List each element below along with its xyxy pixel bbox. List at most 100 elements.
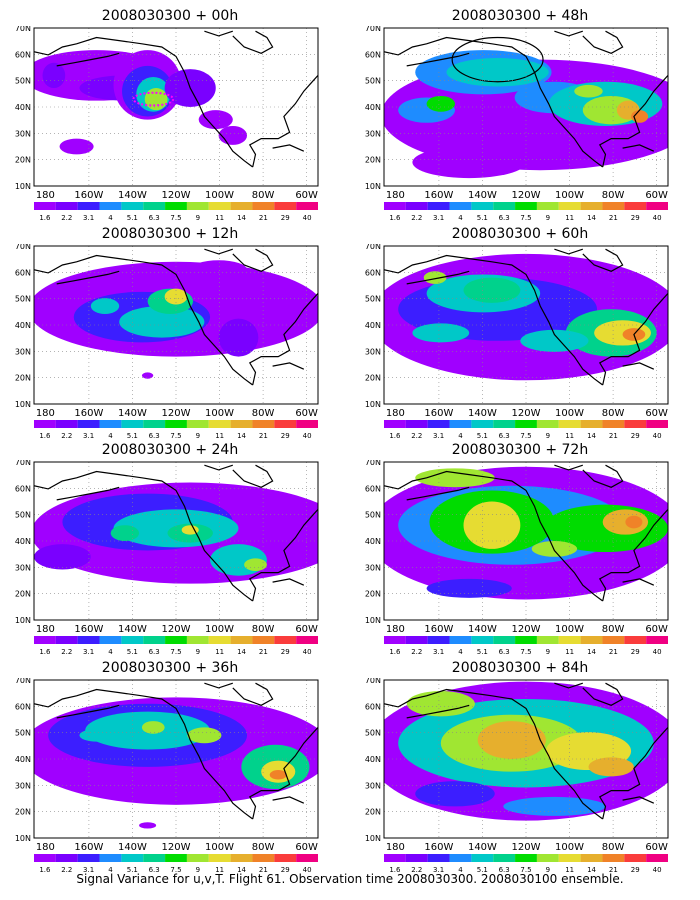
colorbar-label: 7.5 [170, 866, 181, 874]
colorbar-swatch [646, 202, 668, 210]
variance-contour [198, 110, 233, 130]
colorbar-swatch [427, 636, 450, 644]
colorbar-swatch [449, 202, 472, 210]
lon-tick-label: 160W [424, 190, 453, 201]
signal-variance-field [384, 680, 668, 838]
coastline [248, 292, 318, 386]
coastline [56, 52, 120, 67]
map-panel-00h: 70N 60N 50N 40N 30N 20N 10N 180 160W 140W 120W 100W… [15, 26, 319, 222]
lat-tick-label: 50N [365, 77, 381, 86]
coastline [232, 30, 274, 54]
colorbar-label: 9 [546, 214, 550, 222]
colorbar-label: 40 [653, 214, 662, 222]
lon-tick-label: 60W [295, 842, 318, 853]
colorbar-swatch [296, 854, 318, 862]
variance-contour [415, 781, 495, 807]
coastline [272, 144, 305, 152]
colorbar-swatch [515, 636, 537, 644]
lon-tick-label: 160W [424, 408, 453, 419]
coastline [554, 248, 583, 255]
lon-tick-label: 140W [118, 190, 147, 201]
coastline [232, 682, 274, 706]
map-panel-12h: 70N 60N 50N 40N 30N 20N 10N 180 160W 140W 120W 100W… [15, 244, 319, 440]
colorbar-swatch [252, 636, 275, 644]
variance-contour [531, 541, 578, 557]
colorbar-label: 29 [631, 214, 640, 222]
variance-contour [463, 277, 521, 303]
lat-tick-label: 30N [365, 347, 381, 356]
panel-title-48h: 2008030300 + 48h [451, 8, 589, 24]
colorbar-swatch [165, 202, 187, 210]
colorbar-label: 29 [281, 214, 290, 222]
colorbar-label: 2.2 [411, 866, 422, 874]
lat-tick-label: 60N [15, 484, 31, 493]
colorbar-swatch [208, 854, 231, 862]
colorbar-label: 7.5 [520, 432, 531, 440]
coastline [554, 682, 583, 689]
colorbar-label: 6.3 [499, 648, 510, 656]
coastline [204, 30, 233, 37]
colorbar-swatch [602, 854, 625, 862]
lon-tick-label: 140W [468, 842, 497, 853]
colorbar-label: 11 [215, 214, 224, 222]
variance-contour [244, 558, 267, 572]
colorbar-label: 7.5 [170, 648, 181, 656]
coastline [384, 254, 604, 386]
variance-contour [187, 727, 222, 744]
plot-frame [33, 461, 319, 621]
colorbar-swatch [471, 202, 494, 210]
plot-frame [383, 679, 669, 839]
lon-tick-label: 80W [602, 842, 625, 853]
lat-tick-label: 60N [15, 702, 31, 711]
variance-contour [110, 525, 140, 541]
colorbar-swatch [34, 202, 56, 210]
colorbar-swatch [515, 202, 537, 210]
lat-tick-label: 60N [15, 50, 31, 59]
plot-frame [383, 245, 669, 405]
colorbar-label: 14 [237, 648, 246, 656]
lon-tick-label: 140W [118, 408, 147, 419]
lat-tick-label: 40N [15, 321, 31, 330]
colorbar-label: 40 [653, 648, 662, 656]
variance-contour [79, 728, 114, 742]
map-panel-36h: 70N 60N 50N 40N 30N 20N 10N 180 160W 140W 120W 100W… [15, 678, 319, 874]
colorbar-swatch [493, 636, 516, 644]
variance-contour [218, 125, 247, 145]
flight-track [132, 91, 175, 107]
lon-tick-label: 140W [468, 624, 497, 635]
colorbar-swatch [602, 636, 625, 644]
colorbar-label: 2.2 [411, 648, 422, 656]
variance-contour [164, 288, 188, 305]
colorbar-label: 3.1 [83, 866, 94, 874]
colorbar-swatch [384, 420, 406, 428]
colorbar-swatch [143, 854, 166, 862]
colorbar-swatch [536, 202, 559, 210]
colorbar-label: 6.3 [149, 866, 160, 874]
colorbar-label: 21 [259, 214, 268, 222]
panel-title-00h: 2008030300 + 00h [101, 8, 239, 24]
lon-tick-label: 120W [512, 408, 541, 419]
coastline [272, 362, 305, 370]
signal-variance-field [34, 246, 318, 404]
lon-tick-label: 160W [424, 842, 453, 853]
colorbar-swatch [121, 202, 144, 210]
colorbar-swatch [208, 636, 231, 644]
coastline [248, 726, 318, 820]
variance-contour [42, 62, 66, 89]
lat-tick-label: 30N [365, 781, 381, 790]
colorbar-label: 6.3 [149, 648, 160, 656]
lon-tick-label: 140W [118, 842, 147, 853]
coastline [406, 704, 470, 719]
variance-contour [520, 329, 589, 352]
lon-tick-label: 160W [74, 408, 103, 419]
colorbar-label: 7.5 [520, 648, 531, 656]
colorbar-label: 3.1 [433, 214, 444, 222]
coastline [56, 270, 120, 285]
lat-tick-label: 40N [15, 755, 31, 764]
colorbar-label: 2.2 [61, 214, 72, 222]
coastline [598, 726, 668, 820]
colorbar-label: 3.1 [433, 648, 444, 656]
colorbar-swatch [34, 854, 56, 862]
lon-tick-label: 120W [512, 842, 541, 853]
signal-variance-field [34, 680, 318, 838]
